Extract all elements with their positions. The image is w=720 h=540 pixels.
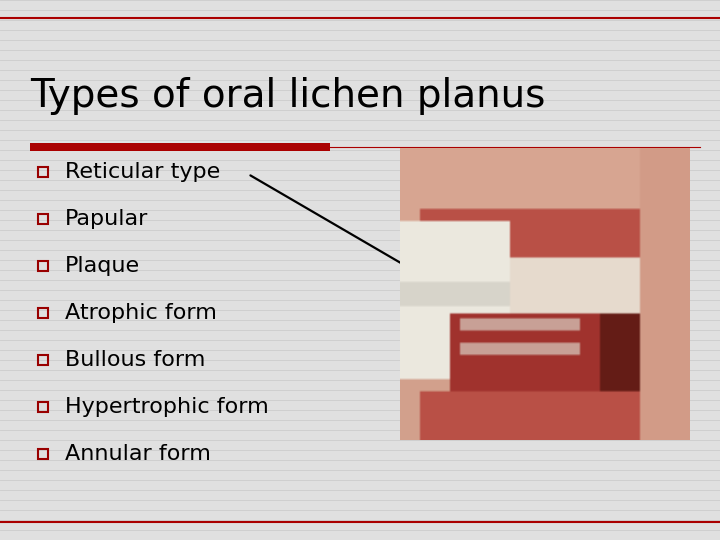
Text: Hypertrophic form: Hypertrophic form [65, 397, 269, 417]
Text: Annular form: Annular form [65, 444, 211, 464]
Text: Papular: Papular [65, 209, 148, 229]
Text: Bullous form: Bullous form [65, 350, 205, 370]
Bar [38, 355, 48, 365]
Bar [38, 167, 48, 177]
Text: Plaque: Plaque [65, 256, 140, 276]
Text: Types of oral lichen planus: Types of oral lichen planus [30, 77, 545, 115]
Text: Atrophic form: Atrophic form [65, 303, 217, 323]
Bar [38, 214, 48, 224]
Bar [38, 449, 48, 459]
Text: Reticular type: Reticular type [65, 162, 220, 182]
Bar [38, 261, 48, 271]
Bar [38, 308, 48, 318]
Bar [30, 143, 330, 151]
Bar [38, 402, 48, 412]
